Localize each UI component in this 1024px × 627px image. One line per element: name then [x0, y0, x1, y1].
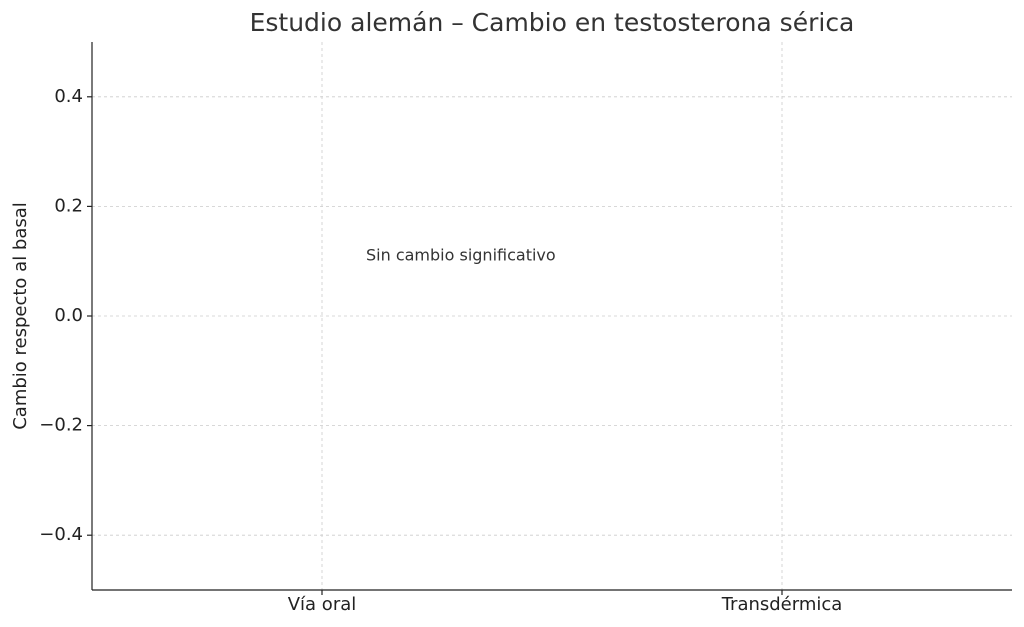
y-tick-label: −0.2 — [39, 415, 83, 436]
y-tick-label: −0.4 — [39, 524, 83, 545]
annotation: Sin cambio significativo — [366, 246, 556, 265]
y-tick-label: 0.4 — [54, 86, 83, 107]
x-tick-label: Transdérmica — [721, 594, 843, 615]
y-axis-label: Cambio respecto al basal — [10, 202, 31, 430]
y-tick-label: 0.2 — [54, 195, 83, 216]
chart-title: Estudio alemán – Cambio en testosterona … — [250, 8, 855, 37]
y-tick-label: 0.0 — [54, 305, 83, 326]
x-tick-label: Vía oral — [288, 594, 357, 615]
